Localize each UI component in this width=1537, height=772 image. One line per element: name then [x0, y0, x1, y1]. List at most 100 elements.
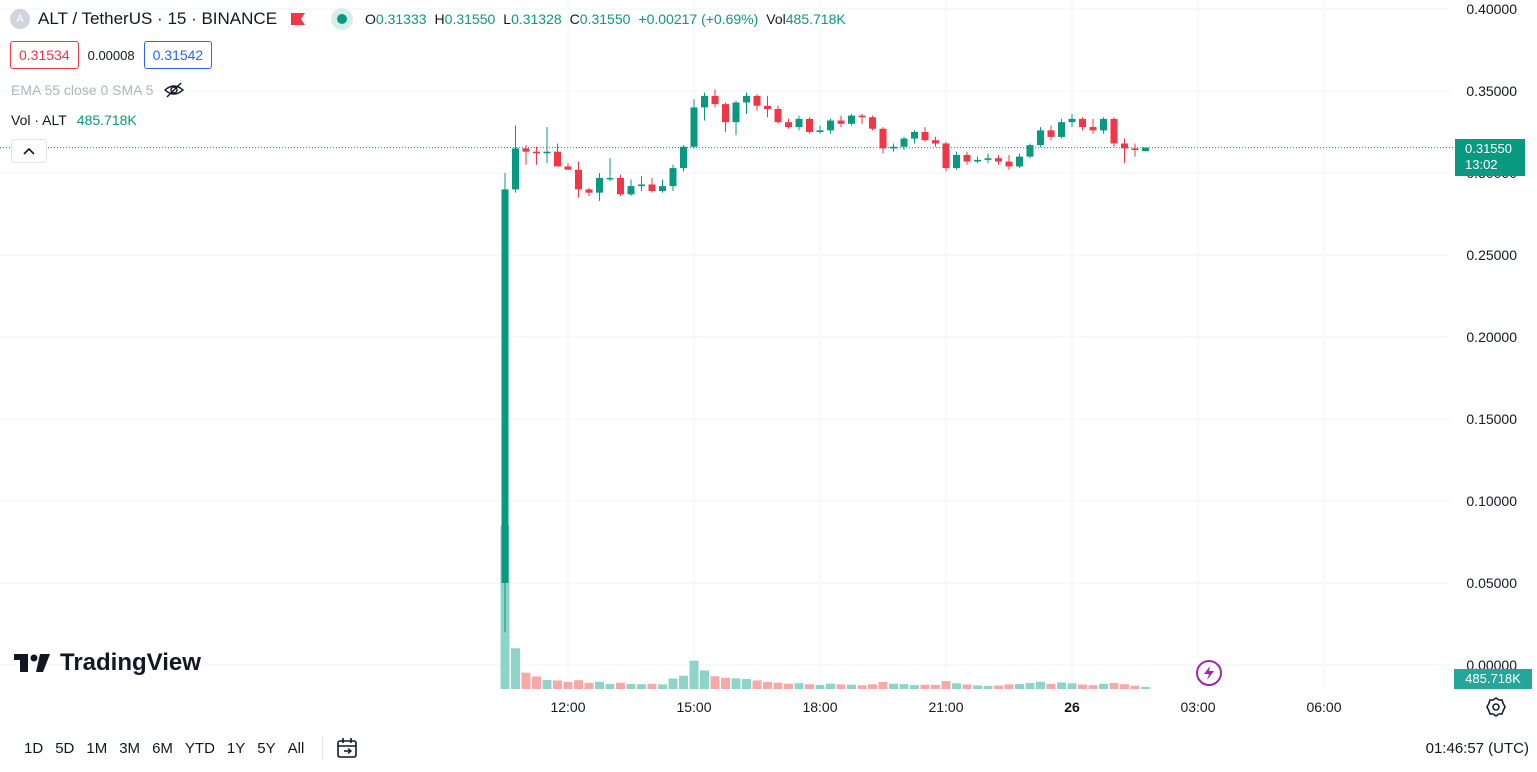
candle-body [848, 115, 855, 124]
candle-body [890, 146, 897, 149]
candle-body [680, 146, 687, 169]
volume-bar [941, 681, 951, 689]
close-value: 0.31550 [579, 11, 631, 27]
timeframe-6m[interactable]: 6M [152, 739, 173, 757]
market-status-icon[interactable] [331, 8, 354, 30]
volume-bar [1036, 681, 1045, 689]
eye-hidden-icon[interactable] [163, 82, 185, 98]
x-tick-label: 15:00 [676, 699, 711, 715]
candle-body [575, 169, 582, 190]
candle-body [1131, 148, 1139, 151]
volume-bar [679, 675, 688, 689]
volume-bar [952, 683, 961, 689]
volume-bar [994, 685, 1003, 689]
candle-body [764, 105, 771, 110]
volume-bar [868, 684, 877, 689]
toolbar-divider [322, 736, 324, 760]
collapse-legend-button[interactable] [11, 139, 47, 163]
volume-legend[interactable]: Vol · ALT 485.718K [11, 112, 137, 128]
candle-body [501, 189, 509, 583]
indicator-label: EMA 55 close 0 SMA 5 [11, 82, 154, 98]
volume-bar [763, 681, 772, 689]
candle-body [837, 120, 845, 124]
volume-bar [973, 685, 982, 689]
volume-bar [931, 684, 940, 689]
tradingview-logo[interactable]: TradingView [14, 649, 201, 677]
volume-bar [658, 684, 667, 689]
x-tick-label: 03:00 [1180, 699, 1215, 715]
volume-bar [721, 677, 730, 689]
candle-body [606, 177, 614, 180]
settings-icon[interactable] [1486, 697, 1506, 717]
volume-bar [805, 684, 814, 689]
volume-bar [773, 682, 783, 689]
x-tick-label: 26 [1064, 699, 1080, 715]
volume-bar [889, 683, 898, 689]
low-value: 0.31328 [511, 11, 562, 27]
volume-label: Vol · ALT [11, 112, 67, 128]
timeframe-1d[interactable]: 1D [24, 739, 44, 757]
volume-bar [1067, 683, 1077, 689]
volume-bar [742, 679, 751, 689]
candle-body [564, 166, 572, 170]
candle-body [1016, 156, 1023, 167]
candle-body [753, 95, 761, 106]
volume-bar [605, 684, 615, 689]
volume-bar [847, 684, 856, 689]
volume-bar [1141, 686, 1150, 689]
timeframe-5y[interactable]: 5Y [257, 739, 276, 757]
volume-bar [710, 676, 720, 689]
timeframe-5d[interactable]: 5D [55, 739, 75, 757]
volume-bar [1057, 682, 1066, 689]
tradingview-logo-icon [14, 654, 50, 672]
volume-bar [1078, 684, 1087, 689]
candle-body [995, 158, 1002, 162]
candle-body [816, 130, 824, 132]
candle-body [596, 177, 603, 193]
candle-body [648, 184, 656, 192]
lightning-icon[interactable] [1196, 660, 1222, 686]
volume-bar [668, 678, 678, 689]
volume-bar [689, 660, 699, 689]
symbol-title[interactable]: ALT / TetherUS · 15 · BINANCE [38, 9, 278, 28]
indicator-legend[interactable]: EMA 55 close 0 SMA 5 [11, 82, 185, 98]
x-tick-label: 06:00 [1306, 699, 1341, 715]
volume-bar [521, 672, 531, 689]
volume-value: 485.718K [785, 11, 846, 27]
volume-bar [1015, 684, 1024, 689]
flag-icon[interactable] [291, 13, 306, 25]
candle-body [984, 158, 992, 160]
candle-body [795, 118, 803, 128]
candle-body [1068, 118, 1076, 123]
volume-bar [595, 681, 604, 689]
candle-body [743, 95, 750, 103]
x-tick-label: 21:00 [928, 699, 963, 715]
candle-body [585, 189, 593, 193]
candle-body [617, 177, 624, 195]
timeframe-1y[interactable]: 1Y [226, 739, 246, 757]
y-tick-label: 0.40000 [1466, 1, 1517, 17]
timeframe-ytd[interactable]: YTD [184, 739, 215, 757]
timeframe-1m[interactable]: 1M [86, 739, 108, 757]
volume-axis-tag: 485.718K [1454, 669, 1532, 689]
volume-bar [815, 684, 825, 689]
candle-body [711, 95, 719, 105]
volume-bar [1130, 685, 1140, 689]
candle-body [690, 107, 698, 147]
volume-bar [920, 684, 930, 689]
utc-clock[interactable]: 01:46:57 (UTC) [1425, 739, 1529, 757]
candle-body [774, 109, 782, 123]
candle-body [858, 115, 866, 118]
go-to-date-icon[interactable] [335, 736, 359, 760]
candle-body [701, 95, 708, 108]
sell-button[interactable]: 0.31534 [10, 41, 79, 69]
volume-bar [1025, 682, 1035, 689]
high-value: 0.31550 [444, 11, 496, 27]
timeframe-all[interactable]: All [287, 739, 305, 757]
candle-body [522, 148, 530, 152]
timeframe-3m[interactable]: 3M [119, 739, 141, 757]
buy-button[interactable]: 0.31542 [143, 41, 213, 69]
volume-bar [826, 683, 835, 689]
volume-bar [1004, 684, 1014, 689]
